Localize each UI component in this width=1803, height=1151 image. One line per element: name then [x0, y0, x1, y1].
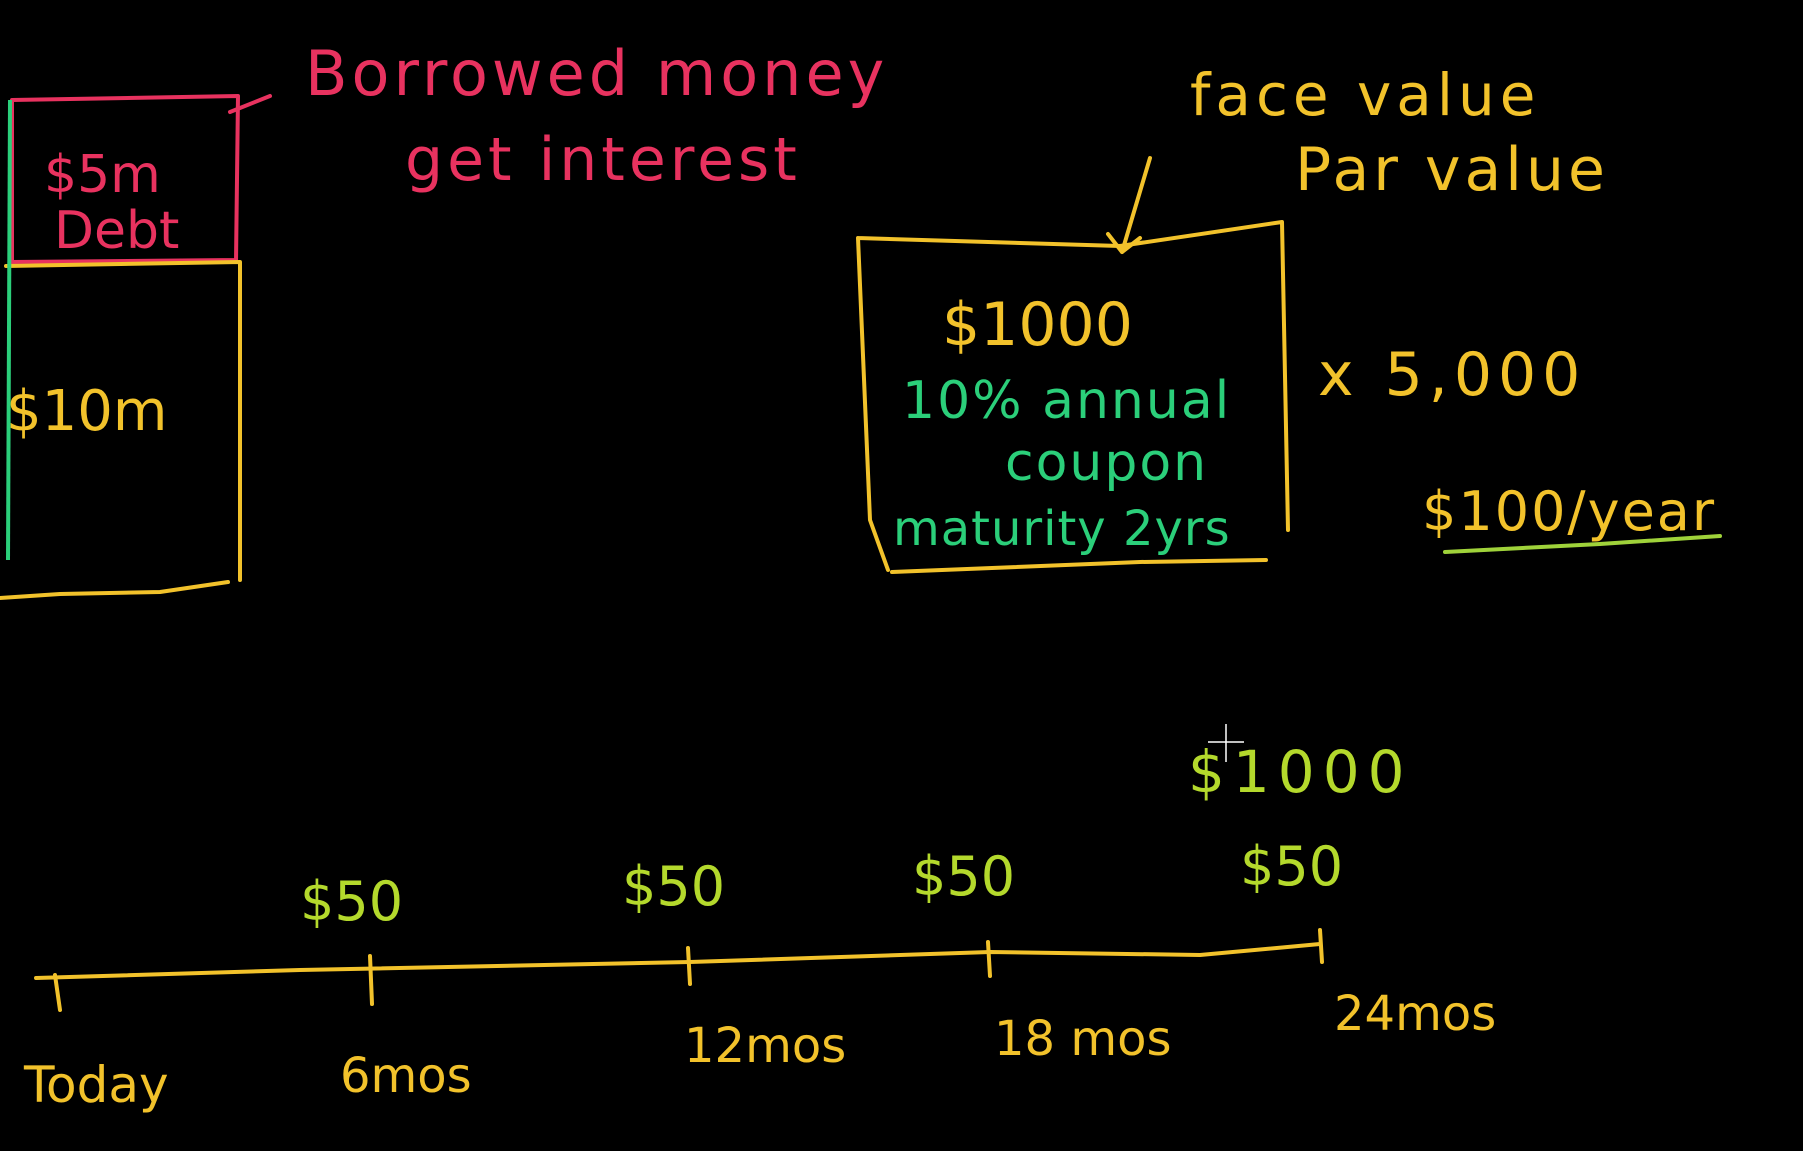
label-18mos: 18 mos: [994, 1011, 1171, 1067]
coupon-rate-text: 10% annual: [902, 371, 1231, 431]
par-value-label: Par value: [1295, 135, 1609, 205]
equity-box: [0, 260, 242, 600]
cash-flow-timeline: $1000 $50 $50 $50 $50 Today 6mos 12mos 1…: [23, 724, 1496, 1114]
cursor-crosshair: [1208, 724, 1244, 762]
interest-per-year-text: $100/year: [1422, 480, 1716, 543]
payment-18mos: $50: [912, 845, 1015, 908]
face-value-label: face value: [1190, 61, 1540, 129]
payment-6mos: $50: [300, 870, 403, 933]
maturity-text: maturity 2yrs: [893, 501, 1231, 557]
quantity-multiplier-text: x 5,000: [1318, 340, 1586, 410]
total-assets-text: $10m: [6, 379, 167, 444]
label-12mos: 12mos: [684, 1018, 846, 1074]
debt-callout-line: [228, 94, 272, 114]
label-24mos: 24mos: [1334, 986, 1496, 1042]
principal-repayment-text: $1000: [1188, 738, 1413, 806]
bond-diagram: face value Par value $1000 10% annual co…: [856, 61, 1722, 574]
bond-price-text: $1000: [942, 290, 1133, 360]
bond-box: [856, 220, 1290, 574]
payment-24mos: $50: [1240, 835, 1343, 898]
green-edge-line: [6, 99, 12, 561]
debt-box: [10, 94, 240, 265]
label-6mos: 6mos: [340, 1048, 472, 1104]
debt-amount-text: $5m: [44, 145, 161, 205]
timeline-axis: [34, 942, 1322, 980]
borrowed-money-note: Borrowed money: [305, 37, 888, 110]
balance-sheet: $5m Debt $10m Borrowed money get interes…: [0, 37, 888, 600]
debt-label-text: Debt: [54, 201, 179, 261]
payment-12mos: $50: [622, 855, 725, 918]
get-interest-note: get interest: [405, 125, 801, 195]
per-year-underline: [1443, 534, 1722, 554]
coupon-label-text: coupon: [1005, 433, 1208, 493]
label-today: Today: [23, 1056, 169, 1114]
timeline-ticks: [53, 928, 1324, 1012]
